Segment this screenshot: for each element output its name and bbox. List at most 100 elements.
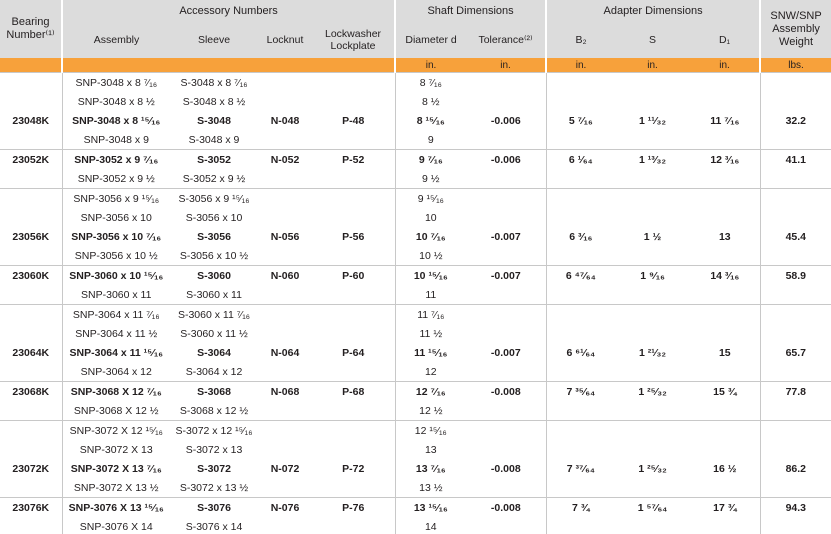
table-row: SNP-3072 X 12 ¹⁵⁄₁₆ S-3072 x 12 ¹⁵⁄₁₆ 12 ¹… <box>0 420 831 440</box>
bearing-number <box>0 324 63 343</box>
table-row: SNP-3072 X 13 S-3072 x 13 13 <box>0 440 831 459</box>
sleeve: S-3076 x 14 <box>185 520 243 533</box>
d1 <box>690 285 761 305</box>
unit-label: in. <box>690 58 762 73</box>
lockplate <box>312 362 396 382</box>
bearing-number: 23060K <box>0 265 63 285</box>
assembly: SNP-3056 x 9 ¹⁵⁄₁₆ <box>62 188 170 208</box>
table-row: 23076K SNP-3076 X 13 ¹⁵⁄₁₆ S-3076 N-076 P-76… <box>0 497 831 517</box>
b2: 5 ⁷⁄₁₆ <box>568 114 593 127</box>
diameter: 12 ¹⁵⁄₁₆ <box>395 420 467 440</box>
table-row: SNP-3052 x 9 ½ S-3052 x 9 ½ 9 ½ <box>0 169 831 189</box>
bearing-number <box>0 362 63 382</box>
diameter: 12 ½ <box>419 404 443 417</box>
weight: 94.3 <box>760 497 831 517</box>
locknut <box>258 169 312 189</box>
group-header: SNW/SNP Assembly Weight <box>760 0 831 58</box>
locknut <box>258 304 312 324</box>
assembly: SNP-3056 x 10 <box>80 211 152 224</box>
lockplate <box>312 285 396 305</box>
assembly: SNP-3056 x 10 ½ <box>74 249 158 262</box>
locknut <box>258 362 312 382</box>
bearing-number <box>0 188 63 208</box>
table-row: 23048K SNP-3048 x 8 ¹⁵⁄₁₆ S-3048 N-048 P-48 8… <box>0 111 831 130</box>
table-row: SNP-3076 X 14 S-3076 x 14 14 <box>0 517 831 534</box>
bearing-number <box>0 420 63 440</box>
tolerance: -0.007 <box>466 265 547 285</box>
assembly: SNP-3048 x 8 ½ <box>77 95 155 108</box>
assembly: SNP-3064 x 11 ¹⁵⁄₁₆ <box>69 346 163 359</box>
bearing-number: 23068K <box>0 381 63 401</box>
bearing-number <box>0 130 63 150</box>
s: 1 ²⁵⁄₃₂ <box>615 381 691 401</box>
sleeve: S-3072 x 13 <box>185 443 243 456</box>
locknut <box>258 246 312 266</box>
assembly: SNP-3072 X 13 ½ <box>73 481 159 494</box>
weight: 58.9 <box>760 265 831 285</box>
sleeve: S-3064 x 12 <box>185 365 243 378</box>
tolerance: -0.006 <box>466 149 547 169</box>
lockplate <box>312 246 396 266</box>
lockplate: P-56 <box>312 227 396 246</box>
unit-label: in. <box>546 58 616 73</box>
sleeve: S-3072 x 13 ½ <box>179 481 249 494</box>
locknut <box>258 285 312 305</box>
weight <box>760 72 831 92</box>
units-row: in. in. in. in. in. lbs. <box>0 58 831 73</box>
locknut: N-072 <box>270 462 300 475</box>
tolerance <box>466 401 547 421</box>
sleeve: S-3052 <box>170 149 258 169</box>
tolerance <box>466 246 547 266</box>
s: 1 ⁹⁄₁₆ <box>615 265 691 285</box>
bearing-number <box>0 517 63 534</box>
bearing-number: 23056K <box>0 227 63 246</box>
tolerance <box>466 188 547 208</box>
lockplate: P-68 <box>312 381 396 401</box>
sleeve: S-3056 x 9 ¹⁵⁄₁₆ <box>170 188 258 208</box>
weight <box>760 130 831 150</box>
group-header: Shaft Dimensions <box>395 0 548 22</box>
bearing-number <box>0 92 63 111</box>
unit-label: in. <box>395 58 467 73</box>
weight <box>760 478 831 498</box>
d1 <box>690 246 761 266</box>
sleeve: S-3076 <box>170 497 258 517</box>
d1 <box>690 188 761 208</box>
assembly: SNP-3048 x 9 <box>83 133 149 146</box>
s: 1 ½ <box>643 230 662 243</box>
column-header: Sleeve <box>170 22 258 58</box>
assembly: SNP-3064 x 12 <box>80 365 152 378</box>
locknut <box>258 92 312 111</box>
sleeve: S-3060 x 11 <box>186 288 242 301</box>
b2 <box>546 324 615 343</box>
lockplate: P-52 <box>312 149 396 169</box>
group-header: Accessory Numbers <box>62 0 397 22</box>
table-row: SNP-3060 x 11 S-3060 x 11 11 <box>0 285 831 305</box>
tolerance: -0.008 <box>466 459 547 478</box>
lockplate <box>312 517 396 534</box>
sleeve: S-3048 x 8 ½ <box>182 95 246 108</box>
diameter: 11 ½ <box>419 327 443 340</box>
locknut <box>258 478 312 498</box>
lockplate <box>312 478 396 498</box>
locknut <box>258 324 312 343</box>
tolerance: -0.006 <box>466 111 547 130</box>
sleeve: S-3060 x 11 ⁷⁄₁₆ <box>170 304 258 324</box>
lockplate <box>312 304 396 324</box>
diameter: 8 ¹⁵⁄₁₆ <box>416 114 445 127</box>
table-row: 23056K SNP-3056 x 10 ⁷⁄₁₆ S-3056 N-056 P-56 1… <box>0 227 831 246</box>
locknut: N-052 <box>258 149 312 169</box>
b2 <box>546 517 615 534</box>
locknut: N-060 <box>258 265 312 285</box>
lockplate <box>312 208 396 227</box>
s <box>615 285 690 305</box>
sleeve: S-3060 <box>170 265 258 285</box>
table-row: 23068K SNP-3068 X 12 ⁷⁄₁₆ S-3068 N-068 P-68 1… <box>0 381 831 401</box>
d1 <box>690 208 761 227</box>
units-cell <box>62 58 397 73</box>
diameter: 12 <box>424 365 437 378</box>
b2 <box>546 285 615 305</box>
assembly: SNP-3048 x 8 ⁷⁄₁₆ <box>62 72 170 92</box>
s: 1 ²¹⁄₃₂ <box>639 346 667 359</box>
s: 1 ¹³⁄₃₂ <box>615 149 691 169</box>
